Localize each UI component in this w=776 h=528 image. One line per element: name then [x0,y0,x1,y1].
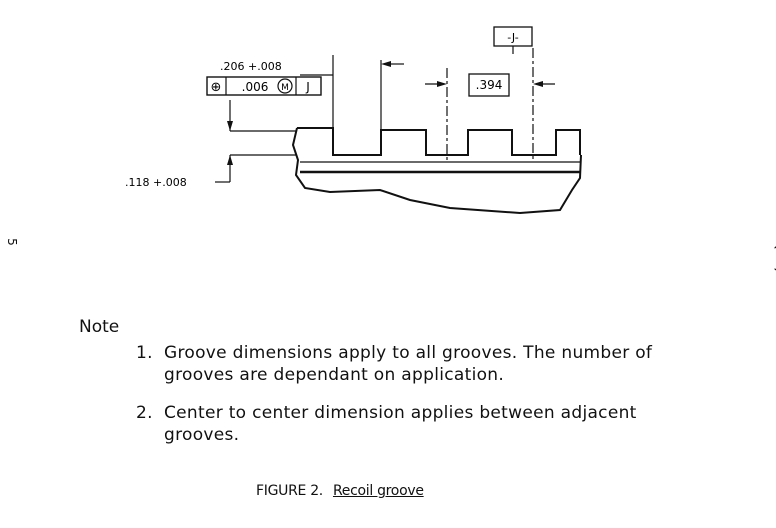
note-heading: Note [79,317,120,337]
note-number: 1. [136,343,153,363]
page-number: 5 [4,238,19,246]
fcf-modifier: M [281,83,289,93]
note-item: 1. Groove dimensions apply to all groove… [136,342,716,386]
position-symbol-icon: ⊕ [211,80,222,95]
document-id-label: MIL-STD-1913 (AR) [772,140,776,275]
fcf-datum: J [305,80,310,94]
note-text: Center to center dimension applies betwe… [164,403,637,445]
note-list: 1. Groove dimensions apply to all groove… [136,342,716,462]
figure-title: Recoil groove [332,483,424,499]
feature-control-frame: ⊕ .006 M J [206,76,322,96]
fcf-tolerance: .006 [242,80,269,94]
groove-depth-dimension: .118 +.008 [125,176,187,189]
note-number: 2. [136,403,153,423]
mmc-modifier-icon [277,78,293,94]
spacing-dimension: .394 [476,78,503,92]
recoil-groove-drawing: -J- .394 .206 +.008 ⊕ .006 M J .118 +.00… [125,26,582,215]
note-text: Groove dimensions apply to all grooves. … [164,343,653,385]
datum-j-label: -J- [507,31,518,44]
figure-label: FIGURE 2. [256,483,323,499]
note-item: 2. Center to center dimension applies be… [136,402,716,446]
groove-width-dimension: .206 +.008 [220,60,282,73]
figure-caption: FIGURE 2. Recoil groove [256,483,424,499]
